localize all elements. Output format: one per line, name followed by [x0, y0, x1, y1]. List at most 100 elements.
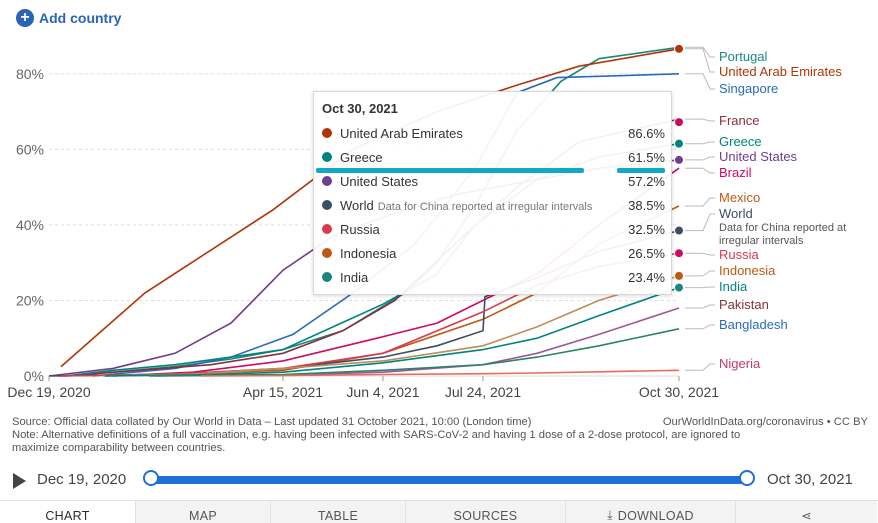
tab-chart[interactable]: CHART [0, 501, 135, 523]
series-label: India [719, 279, 748, 294]
tab-sources[interactable]: SOURCES [405, 501, 565, 523]
note-line-1: Note: Alternative definitions of a full … [12, 429, 741, 441]
tooltip-value: 57.2% [628, 173, 665, 189]
y-tick-label: 80% [16, 66, 44, 82]
x-tick-label: Oct 30, 2021 [639, 384, 719, 400]
tooltip-row: Indonesia 26.5% [322, 243, 665, 263]
tooltip-series-name: Indonesia [340, 245, 397, 261]
tooltip-value: 23.4% [628, 269, 665, 285]
label-connector [685, 141, 715, 145]
source-note: Source: Official data collated by Our Wo… [12, 416, 868, 455]
series-label: Greece [719, 134, 762, 149]
series-label: Data for China reported at [719, 222, 846, 234]
tooltip-series-note: Data for China reported at irregular int… [377, 200, 593, 213]
play-icon[interactable] [13, 473, 26, 489]
series-end-dot [674, 225, 684, 236]
label-connector [685, 363, 715, 371]
chart-tooltip: Oct 30, 2021 United Arab Emirates 86.6% Gr… [313, 91, 672, 295]
tooltip-row: United Arab Emirates 86.6% [322, 123, 665, 143]
tab-download-label: DOWNLOAD [617, 509, 694, 523]
timeline-end-label: Oct 30, 2021 [767, 471, 853, 488]
tooltip-value: 61.5% [628, 149, 665, 165]
label-connector [685, 48, 715, 73]
series-label: Mexico [719, 190, 760, 205]
series-label: Brazil [719, 165, 752, 180]
timeline-start-label: Dec 19, 2020 [37, 471, 127, 488]
series-line [148, 328, 680, 377]
series-label: United States [719, 149, 798, 164]
series-label: Pakistan [719, 297, 769, 312]
tab-share[interactable]: ⋖ [735, 501, 877, 523]
tooltip-value: 32.5% [628, 221, 665, 237]
series-label: Indonesia [719, 263, 776, 278]
label-connector [685, 167, 715, 174]
highlight-bar [316, 168, 584, 173]
timeline-track[interactable] [151, 476, 747, 484]
label-connector [685, 270, 715, 277]
label-connector [685, 197, 715, 207]
note-line-2: maximize comparability between countries… [12, 442, 226, 454]
tooltip-row: India 23.4% [322, 267, 665, 287]
add-country-label: Add country [39, 10, 122, 26]
tooltip-dot [322, 176, 332, 186]
tab-table[interactable]: TABLE [270, 501, 405, 523]
y-tick-label: 60% [16, 141, 44, 157]
y-tick-label: 0% [24, 368, 44, 384]
label-connector [685, 213, 715, 232]
tooltip-series-name: Russia [340, 221, 380, 237]
tooltip-series-name: United States [340, 173, 419, 189]
label-connector [685, 46, 715, 58]
y-tick-label: 20% [16, 292, 44, 308]
credit-link[interactable]: OurWorldInData.org/coronavirus • CC BY [662, 416, 868, 428]
tooltip-value: 86.6% [628, 125, 665, 141]
x-tick-label: Jul 24, 2021 [445, 384, 521, 400]
x-tick-label: Dec 19, 2020 [7, 384, 90, 400]
tooltip-dot [322, 248, 332, 258]
tab-bar: CHART MAP TABLE SOURCES ⤓ DOWNLOAD ⋖ [0, 500, 878, 523]
tooltip-series-name: United Arab Emirates [340, 125, 463, 141]
tooltip-dot [322, 152, 332, 162]
series-label: Singapore [719, 81, 778, 96]
tooltip-dot [322, 128, 332, 138]
label-connector [685, 156, 715, 161]
series-label: France [719, 113, 759, 128]
label-connector [685, 252, 715, 256]
series-label: irregular intervals [719, 235, 804, 247]
plus-circle-icon: + [16, 9, 34, 27]
tooltip-row: Russia 32.5% [322, 219, 665, 239]
tooltip-series-name: Greece [340, 149, 383, 165]
tooltip-dot [322, 224, 332, 234]
timeline-start-handle[interactable] [143, 470, 159, 486]
timeline: Dec 19, 2020 Oct 30, 2021 [0, 466, 878, 494]
tab-map[interactable]: MAP [135, 501, 270, 523]
series-end-dot [674, 117, 684, 128]
series-end-dot [674, 43, 684, 54]
series-label: World [719, 206, 753, 221]
tooltip-row: Greece 61.5% [322, 147, 665, 167]
tab-download[interactable]: ⤓ DOWNLOAD [565, 501, 735, 523]
label-connector [685, 286, 715, 289]
x-tick-label: Apr 15, 2021 [243, 384, 323, 400]
series-end-dot [674, 282, 684, 293]
tooltip-series-name: World Data for China reported at irregula… [340, 197, 593, 213]
label-connector [685, 304, 715, 309]
add-country-button[interactable]: + Add country [16, 9, 121, 27]
tooltip-row: World Data for China reported at irregula… [322, 195, 665, 215]
download-icon: ⤓ [607, 508, 613, 522]
timeline-end-handle[interactable] [739, 470, 755, 486]
series-line [200, 369, 680, 377]
series-label: Portugal [719, 49, 768, 64]
series-end-dot [674, 154, 684, 165]
series-label: Nigeria [719, 356, 761, 371]
series-end-dot [674, 270, 684, 281]
x-tick-label: Jun 4, 2021 [346, 384, 419, 400]
series-line [102, 275, 680, 377]
share-icon: ⋖ [801, 509, 812, 523]
source-text: Source: Official data collated by Our Wo… [12, 416, 532, 428]
series-label: Bangladesh [719, 317, 788, 332]
tooltip-value: 38.5% [628, 197, 665, 213]
y-tick-label: 40% [16, 217, 44, 233]
tooltip-dot [322, 272, 332, 282]
series-label: Russia [719, 247, 760, 262]
tooltip-date: Oct 30, 2021 [322, 101, 398, 116]
